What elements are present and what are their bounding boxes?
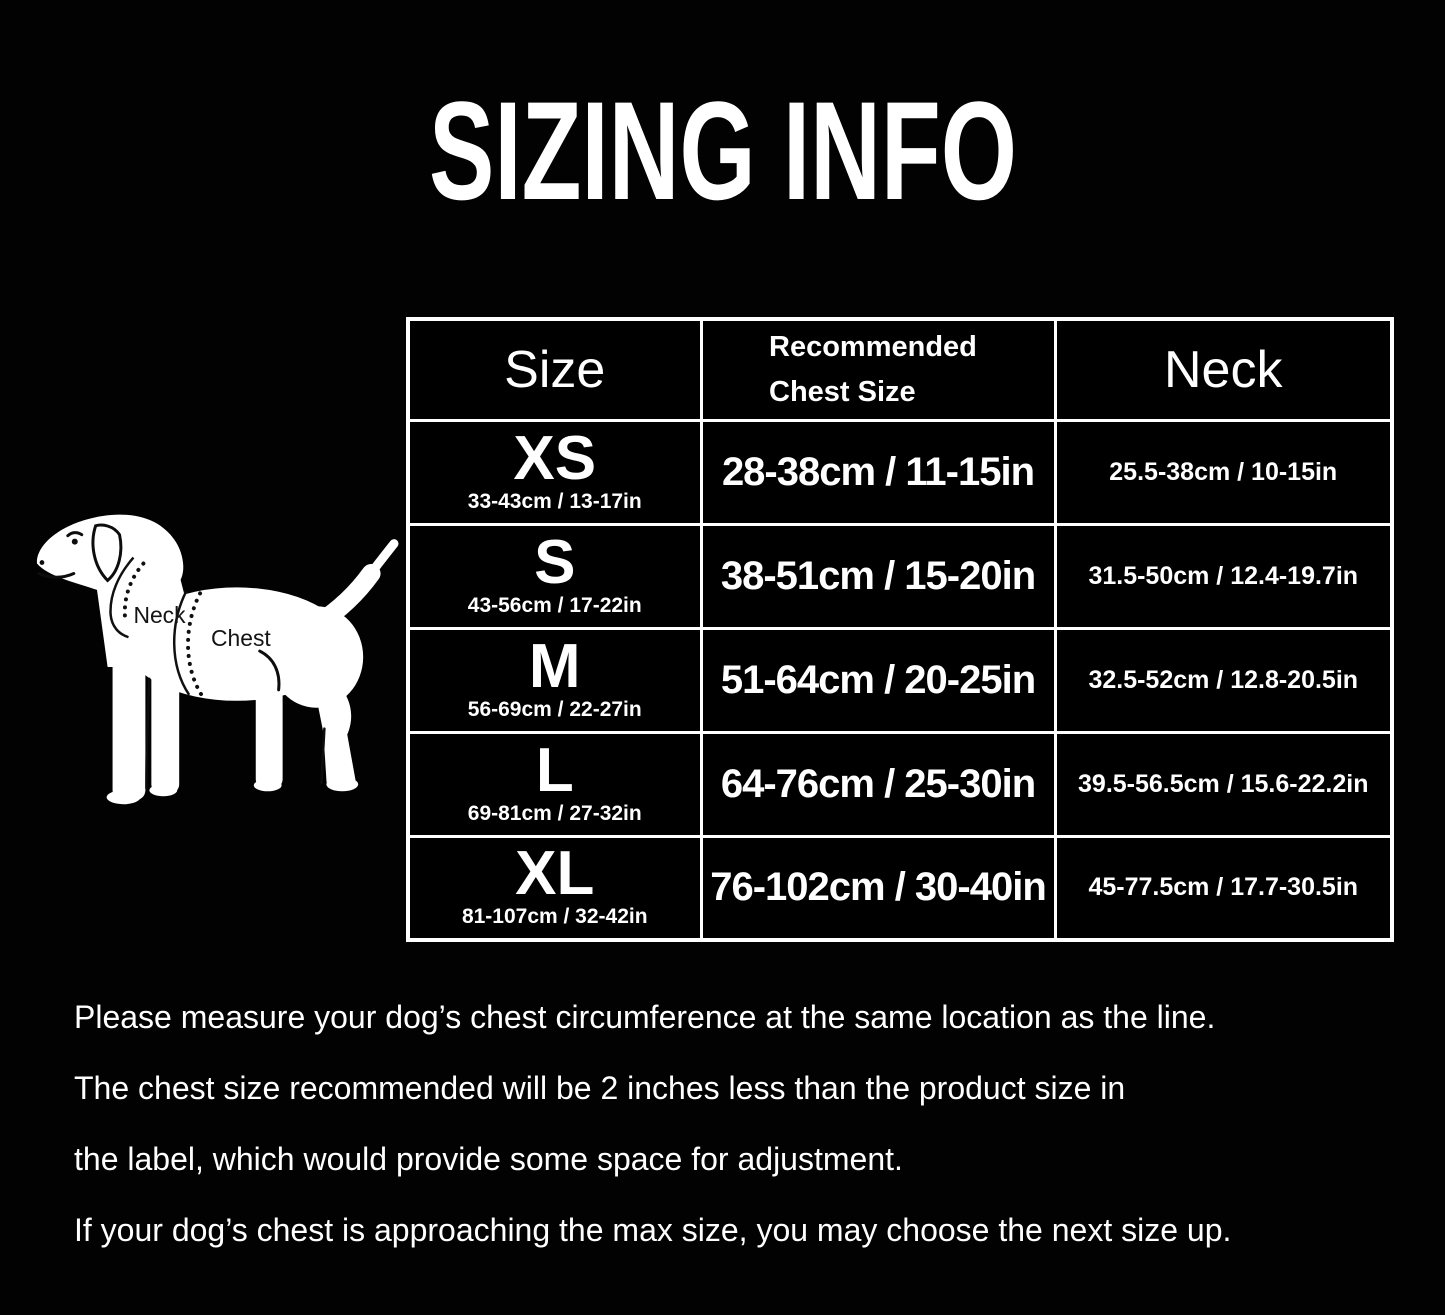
table-header-row: Size Recommended Chest Size Neck <box>406 317 1394 422</box>
size-detail: 33-43cm / 13-17in <box>467 489 642 513</box>
neck-cell: 32.5-52cm / 12.8-20.5in <box>1053 626 1394 734</box>
size-cell: XS 33-43cm / 13-17in <box>406 418 703 526</box>
neck-cell: 39.5-56.5cm / 15.6-22.2in <box>1053 730 1394 838</box>
dog-eye <box>71 538 78 545</box>
chest-cell: 28-38cm / 11-15in <box>699 418 1057 526</box>
note-line: the label, which would provide some spac… <box>74 1141 903 1177</box>
note-line: The chest size recommended will be 2 inc… <box>74 1070 1126 1106</box>
table-row: S 43-56cm / 17-22in 38-51cm / 15-20in 31… <box>406 522 1394 630</box>
neck-label: Neck <box>133 602 186 628</box>
neck-cell: 25.5-38cm / 10-15in <box>1053 418 1394 526</box>
table-row: M 56-69cm / 22-27in 51-64cm / 20-25in 32… <box>406 626 1394 734</box>
size-label: M <box>528 631 581 701</box>
note-line: Please measure your dog’s chest circumfe… <box>74 999 1216 1035</box>
size-cell: L 69-81cm / 27-32in <box>406 730 703 838</box>
dog-rear-leg-shape <box>317 678 356 788</box>
size-detail: 56-69cm / 22-27in <box>467 697 642 721</box>
size-detail: 69-81cm / 27-32in <box>467 801 642 825</box>
size-label: L <box>535 735 574 805</box>
chest-cell: 76-102cm / 30-40in <box>699 834 1057 942</box>
table-row: XS 33-43cm / 13-17in 28-38cm / 11-15in 2… <box>406 418 1394 526</box>
note-line: If your dog’s chest is approaching the m… <box>74 1212 1232 1248</box>
neck-cell: 45-77.5cm / 17.7-30.5in <box>1053 834 1394 942</box>
size-cell: XL 81-107cm / 32-42in <box>406 834 703 942</box>
size-detail: 43-56cm / 17-22in <box>467 593 642 617</box>
neck-measurement-line <box>109 556 135 639</box>
chest-measurement-dots <box>186 591 205 698</box>
dog-brow-line <box>66 531 84 538</box>
chest-cell: 38-51cm / 15-20in <box>699 522 1057 630</box>
dog-silhouette <box>36 514 399 805</box>
dog-haunch-line <box>258 649 281 692</box>
chest-cell: 64-76cm / 25-30in <box>699 730 1057 838</box>
dog-detail-lines <box>37 523 326 790</box>
header-neck: Neck <box>1053 317 1394 422</box>
measurement-lines <box>109 556 205 698</box>
sizing-table: Size Recommended Chest Size Neck XS 33-4… <box>406 317 1394 942</box>
table-row: XL 81-107cm / 32-42in 76-102cm / 30-40in… <box>406 834 1394 942</box>
chest-measurement-line <box>173 590 191 696</box>
chest-label: Chest <box>211 625 271 651</box>
dog-haunch-shape <box>269 606 364 708</box>
dog-ear-shape <box>91 523 123 583</box>
neck-cell: 31.5-50cm / 12.4-19.7in <box>1053 522 1394 630</box>
page-title-text: SIZING INFO <box>428 72 1017 229</box>
dog-illustration: Neck Chest <box>36 514 399 805</box>
size-cell: S 43-56cm / 17-22in <box>406 522 703 630</box>
header-chest: Recommended Chest Size <box>699 317 1057 422</box>
chest-cell: 51-64cm / 20-25in <box>699 626 1057 734</box>
size-label: XL <box>515 839 595 909</box>
dog-front-leg-shape <box>112 653 146 801</box>
header-chest-text: Recommended Chest Size <box>769 330 977 408</box>
size-label: S <box>534 527 576 597</box>
table-row: L 69-81cm / 27-32in 64-76cm / 25-30in 39… <box>406 730 1394 838</box>
dog-nose <box>39 560 45 565</box>
page-title: SIZING INFO <box>0 80 1445 222</box>
size-cell: M 56-69cm / 22-27in <box>406 626 703 734</box>
size-detail: 81-107cm / 32-42in <box>461 905 648 929</box>
header-size: Size <box>406 317 703 422</box>
dog-mouth-line <box>37 571 76 579</box>
neck-measurement-dots <box>122 561 146 625</box>
sizing-notes: Please measure your dog’s chest circumfe… <box>74 982 1434 1266</box>
size-label: XS <box>513 423 597 493</box>
